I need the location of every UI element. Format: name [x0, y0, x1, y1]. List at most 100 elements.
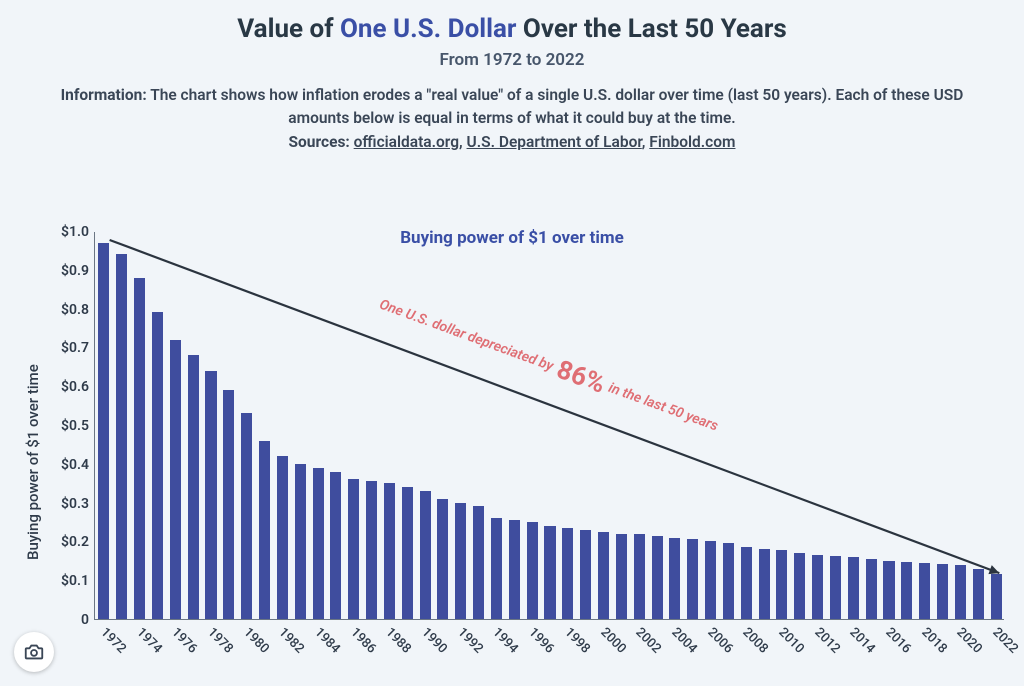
y-tick-label: $0.2	[61, 534, 95, 550]
bar	[652, 536, 663, 619]
bar	[313, 468, 324, 619]
source-link[interactable]: U.S. Department of Labor	[467, 133, 642, 151]
bar	[277, 456, 288, 619]
bar	[562, 528, 573, 619]
bar	[116, 254, 127, 619]
bar	[634, 534, 645, 619]
x-tick-label: 1988	[383, 625, 415, 657]
sources-list: officialdata.org, U.S. Department of Lab…	[354, 133, 736, 151]
bar	[330, 472, 341, 619]
x-tick-label: 2016	[882, 625, 914, 657]
x-tick-label: 2002	[633, 625, 665, 657]
y-tick-label: $1.0	[61, 224, 95, 240]
camera-icon	[23, 641, 45, 663]
bar	[420, 491, 431, 619]
source-link[interactable]: officialdata.org	[354, 133, 459, 151]
bar	[98, 243, 109, 619]
bar	[241, 413, 252, 619]
bar	[473, 506, 484, 619]
y-tick-label: $0.3	[61, 496, 95, 512]
x-tick-label: 2006	[704, 625, 736, 657]
bar	[759, 549, 770, 619]
x-tick-label: 1994	[490, 625, 522, 657]
bar	[223, 390, 234, 619]
info-label: Information:	[61, 86, 147, 104]
bar	[973, 569, 984, 619]
y-tick-label: $0.6	[61, 379, 95, 395]
bar	[955, 565, 966, 619]
x-tick-label: 1990	[418, 625, 450, 657]
x-tick-label: 1998	[561, 625, 593, 657]
bar	[259, 441, 270, 619]
bar	[866, 559, 877, 619]
x-tick-label: 2012	[811, 625, 843, 657]
bar	[384, 483, 395, 619]
bar	[919, 563, 930, 619]
bar	[348, 479, 359, 619]
x-tick-label: 1974	[133, 625, 165, 657]
bar	[598, 532, 609, 619]
page-root: Value of One U.S. Dollar Over the Last 5…	[0, 0, 1024, 686]
image-search-button[interactable]	[14, 632, 54, 672]
y-tick-label: $0.7	[61, 340, 95, 356]
info-text: The chart shows how inflation erodes a "…	[147, 86, 964, 127]
bar	[830, 556, 841, 619]
bar	[741, 547, 752, 619]
bar	[616, 534, 627, 619]
bar	[455, 503, 466, 619]
sources-label: Sources:	[289, 133, 354, 151]
bar	[366, 481, 377, 619]
x-tick-label: 1980	[240, 625, 272, 657]
x-tick-label: 1976	[169, 625, 201, 657]
y-axis-label: Buying power of $1 over time	[24, 364, 42, 560]
bar	[937, 564, 948, 619]
bar	[170, 340, 181, 619]
x-tick-label: 1992	[454, 625, 486, 657]
title-accent: One U.S. Dollar	[340, 14, 516, 44]
bar	[723, 543, 734, 619]
title-prefix: Value of	[237, 14, 340, 44]
y-tick-label: 0	[81, 612, 95, 628]
bar	[509, 520, 520, 619]
x-tick-label: 2010	[775, 625, 807, 657]
bar	[295, 464, 306, 619]
y-tick-label: $0.5	[61, 418, 95, 434]
x-tick-label: 2000	[597, 625, 629, 657]
bar	[152, 312, 163, 619]
bar	[848, 557, 859, 619]
bar	[188, 355, 199, 619]
information-block: Information: The chart shows how inflati…	[40, 84, 984, 154]
bar	[580, 530, 591, 619]
source-link[interactable]: Finbold.com	[649, 133, 735, 151]
bar	[402, 487, 413, 619]
bar	[776, 550, 787, 619]
main-title: Value of One U.S. Dollar Over the Last 5…	[0, 0, 1024, 44]
x-tick-label: 1978	[204, 625, 236, 657]
bar	[205, 371, 216, 619]
bar	[687, 539, 698, 619]
x-tick-label: 1972	[97, 625, 129, 657]
bar	[794, 553, 805, 619]
bar	[437, 499, 448, 619]
y-tick-label: $0.4	[61, 457, 95, 473]
x-tick-label: 1996	[526, 625, 558, 657]
bar	[491, 518, 502, 619]
subtitle: From 1972 to 2022	[0, 50, 1024, 70]
x-tick-label: 1984	[311, 625, 343, 657]
x-tick-label: 2020	[954, 625, 986, 657]
x-tick-label: 1982	[276, 625, 308, 657]
x-tick-label: 2014	[847, 625, 879, 657]
bar	[669, 538, 680, 619]
bar	[527, 522, 538, 619]
bar	[901, 562, 912, 619]
bar	[134, 278, 145, 619]
bar	[883, 561, 894, 619]
bar	[544, 526, 555, 619]
y-tick-label: $0.1	[61, 573, 95, 589]
y-tick-label: $0.9	[61, 263, 95, 279]
bar	[705, 541, 716, 619]
x-tick-label: 2004	[668, 625, 700, 657]
bar	[812, 555, 823, 619]
x-tick-label: 1986	[347, 625, 379, 657]
x-tick-label: 2018	[918, 625, 950, 657]
